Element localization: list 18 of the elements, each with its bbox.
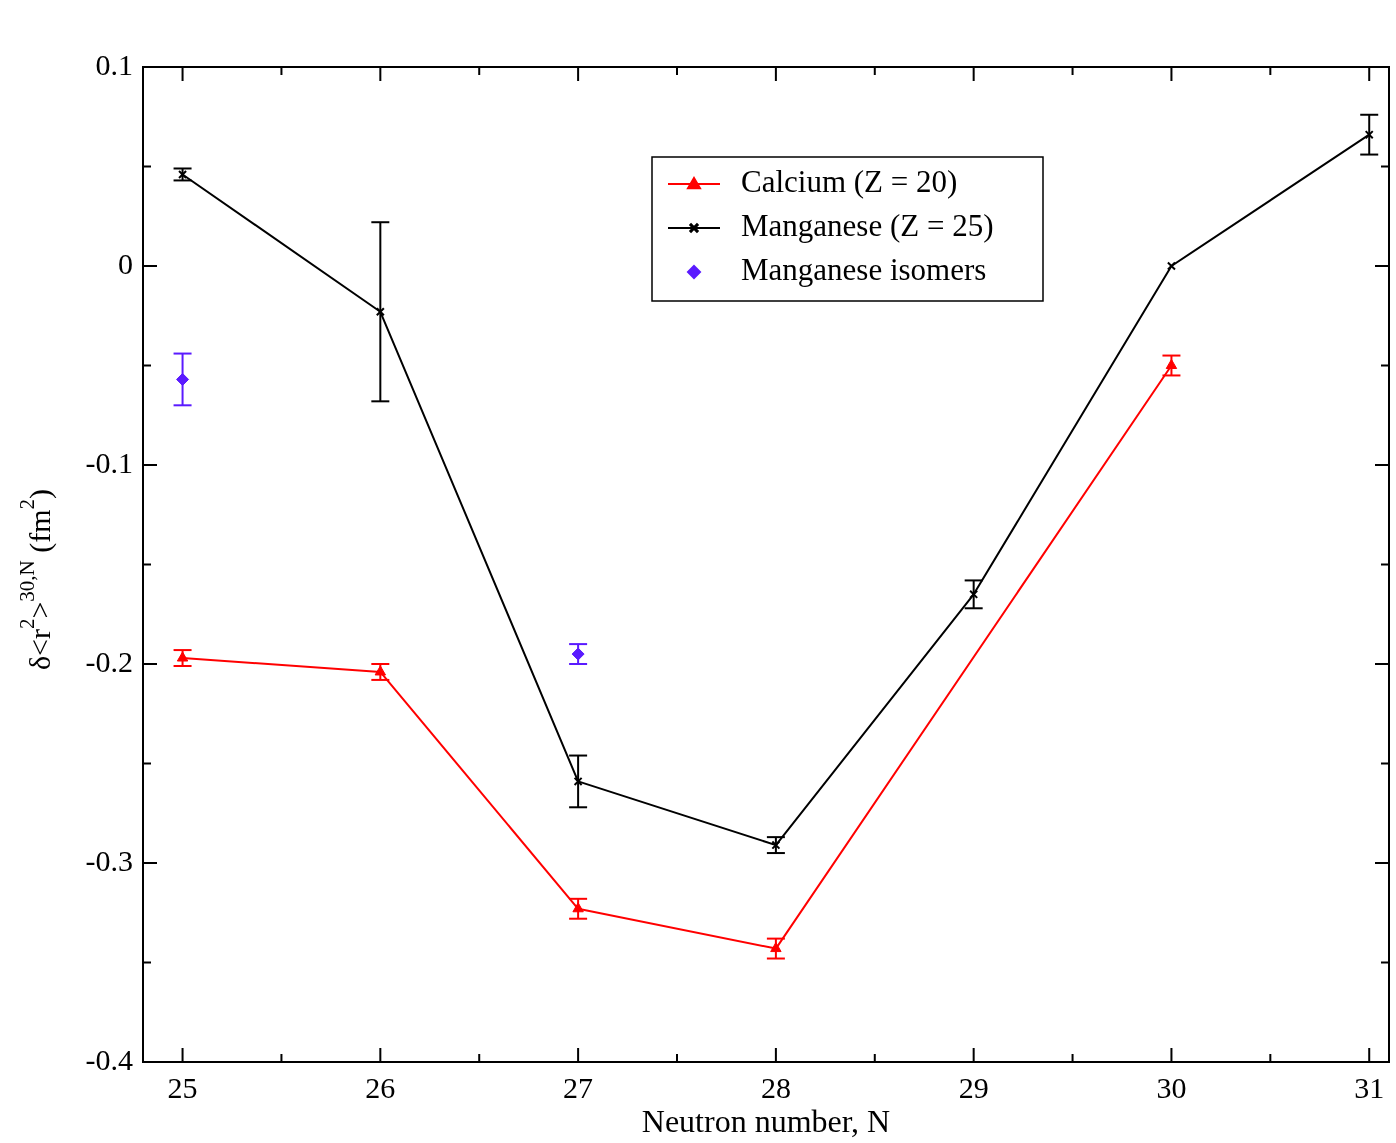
y-tick-label: -0.4 (85, 1042, 133, 1076)
x-tick-label: 31 (1354, 1070, 1385, 1104)
y-tick-label: -0.1 (85, 445, 133, 479)
x-tick-label: 28 (760, 1070, 791, 1104)
x-tick-label: 30 (1156, 1070, 1187, 1104)
x-tick-label: 26 (365, 1070, 396, 1104)
y-tick-label: -0.2 (85, 644, 133, 678)
legend-label: Calcium (Z = 20) (741, 164, 958, 200)
x-axis-title: Neutron number, N (641, 1103, 891, 1140)
y-tick-label: -0.3 (85, 843, 133, 877)
x-tick-label: 25 (167, 1070, 198, 1104)
x-tick-label: 27 (563, 1070, 594, 1104)
legend-label: Manganese (Z = 25) (741, 208, 994, 244)
legend-label: Manganese isomers (741, 252, 987, 288)
y-axis-title: δ<r2>30,N (fm2) (15, 488, 57, 671)
y-tick-label: 0.1 (95, 47, 133, 81)
x-tick-label: 29 (958, 1070, 989, 1104)
y-tick-label: 0 (118, 246, 133, 280)
